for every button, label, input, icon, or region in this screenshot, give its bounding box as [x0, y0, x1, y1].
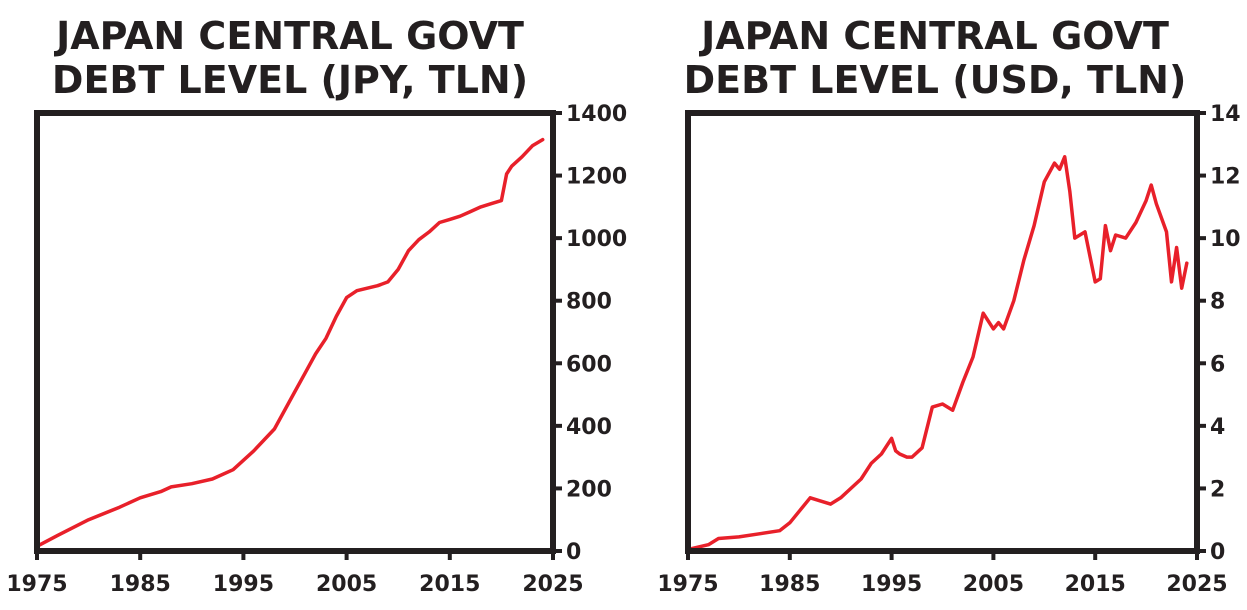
jpy-debt-chart: JAPAN CENTRAL GOVT DEBT LEVEL (JPY, TLN)…	[0, 0, 627, 610]
plot-frame	[34, 110, 556, 554]
y-tick-label: 4	[1210, 415, 1225, 440]
y-tick-label: 1400	[566, 102, 627, 127]
y-tick-label: 10	[1210, 227, 1241, 252]
plot-frame	[685, 110, 1200, 554]
x-tick-label: 2025	[522, 572, 583, 597]
chart-title: JAPAN CENTRAL GOVT DEBT LEVEL (JPY, TLN)	[20, 14, 560, 102]
x-tick-label: 2005	[963, 572, 1024, 597]
y-tick-label: 14	[1210, 102, 1241, 127]
chart-title-line-1: JAPAN CENTRAL GOVT	[701, 14, 1169, 58]
x-tick-label: 1995	[861, 572, 922, 597]
y-tick-label: 0	[1210, 540, 1225, 565]
x-tick-label: 1985	[759, 572, 820, 597]
chart-title-line-2: DEBT LEVEL (JPY, TLN)	[51, 58, 529, 102]
y-tick-label: 1200	[566, 165, 627, 190]
y-tick-label: 6	[1210, 352, 1225, 377]
usd-debt-chart: JAPAN CENTRAL GOVT DEBT LEVEL (USD, TLN)…	[635, 0, 1247, 610]
x-tick-label: 1995	[213, 572, 274, 597]
chart-title-line-1: JAPAN CENTRAL GOVT	[56, 14, 524, 58]
y-tick-label: 800	[566, 290, 612, 315]
x-tick-label: 1975	[657, 572, 718, 597]
y-tick-label: 0	[566, 540, 581, 565]
series-line	[35, 137, 545, 549]
x-tick-label: 1975	[6, 572, 67, 597]
y-tick-label: 2	[1210, 477, 1225, 502]
y-tick-label: 200	[566, 477, 612, 502]
y-tick-label: 1000	[566, 227, 627, 252]
jpy-debt-plot: 0 200 400 600 800 1000 1200 1400 1975 1985 1995 200…	[6, 102, 627, 597]
series-line	[686, 155, 1189, 552]
y-tick-label: 400	[566, 415, 612, 440]
x-tick-label: 2015	[1065, 572, 1126, 597]
x-tick-label: 1985	[110, 572, 171, 597]
x-tick-label: 2015	[419, 572, 480, 597]
x-tick-label: 2005	[316, 572, 377, 597]
chart-title: JAPAN CENTRAL GOVT DEBT LEVEL (USD, TLN)	[655, 14, 1215, 102]
y-tick-label: 600	[566, 352, 612, 377]
y-tick-label: 12	[1210, 165, 1241, 190]
usd-debt-plot: 0 2 4 6 8 10 12 14 1975 1985 1995 2005 2015 2025	[657, 102, 1241, 597]
x-tick-label: 2025	[1166, 572, 1227, 597]
chart-title-line-2: DEBT LEVEL (USD, TLN)	[683, 58, 1187, 102]
y-tick-label: 8	[1210, 290, 1225, 315]
